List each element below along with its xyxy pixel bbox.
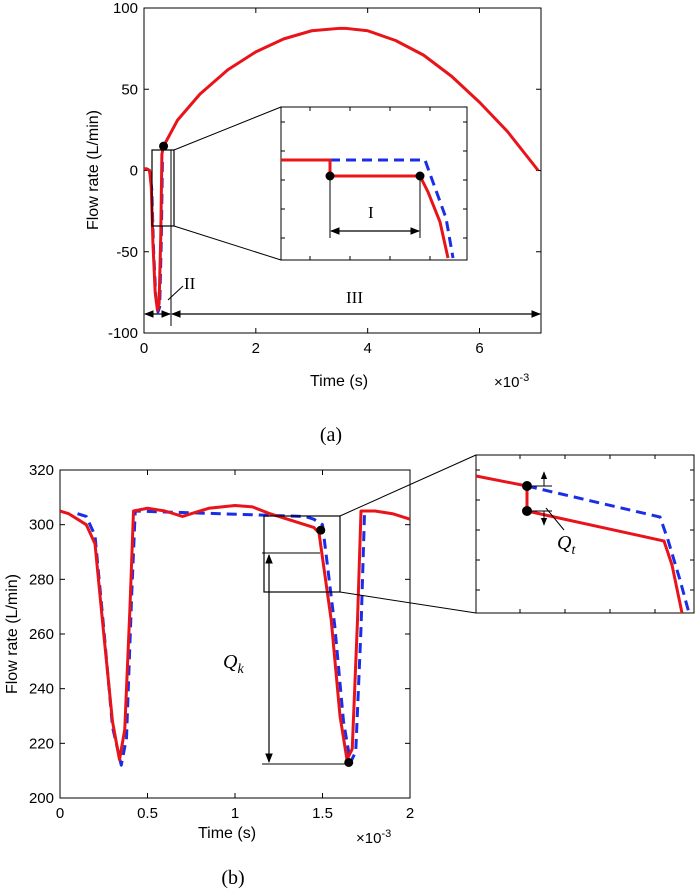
series-line-a-solid — [144, 26, 540, 312]
x-tick-label: 1 — [231, 805, 239, 822]
x-tick-label: 1.5 — [312, 805, 333, 822]
x-tick-label: 0 — [56, 805, 64, 822]
caption-a: (a) — [320, 424, 342, 446]
x-tick-label: 0.5 — [137, 805, 158, 822]
annotation-iii: III — [346, 288, 363, 307]
y-tick-label: 100 — [113, 0, 138, 17]
marker-point-a — [159, 141, 169, 151]
y-axis-label-a: Flow rate (L/min) — [85, 110, 102, 230]
leader-ii — [167, 285, 184, 301]
zoom-line-top-b — [339, 454, 477, 517]
panel-b: 0 0.5 1 1.5 2 320 300 280 260 240 220 200 Qk — [4, 454, 695, 889]
y-tick-label: -50 — [116, 244, 138, 261]
annotation-qk: Qk — [223, 651, 244, 677]
x-tick-label: 6 — [475, 340, 483, 357]
y-tick-label: 280 — [29, 571, 54, 588]
series-line-b-solid — [60, 504, 410, 762]
marker-point-b — [316, 525, 326, 535]
zoom-box-b — [263, 515, 341, 593]
x-tick-label: 4 — [363, 340, 371, 357]
y-tick-label: 50 — [121, 81, 138, 98]
y-tick-label: 0 — [130, 163, 138, 180]
x-tick-label: 0 — [140, 340, 148, 357]
y-tick-label: 260 — [29, 626, 54, 643]
y-tick-label: 320 — [29, 462, 54, 479]
x-tick-label: 2 — [252, 340, 260, 357]
annotation-ii: II — [184, 274, 196, 293]
y-tick-label: 300 — [29, 517, 54, 534]
zoom-box-a — [151, 149, 175, 227]
x-multiplier-a: ×10-3 — [494, 372, 529, 391]
annotation-i: I — [368, 203, 374, 222]
caption-b: (b) — [221, 867, 244, 889]
y-tick-label: 220 — [29, 735, 54, 752]
zoom-line-bottom-b — [339, 591, 477, 614]
y-tick-label: 240 — [29, 681, 54, 698]
y-tick-label: 200 — [29, 790, 54, 807]
inset-b-series-solid — [475, 474, 684, 614]
x-multiplier-b: ×10-3 — [356, 828, 391, 847]
inset-b: Qt — [475, 454, 695, 614]
x-tick-label: 2 — [406, 805, 414, 822]
x-axis-label-b: Time (s) — [198, 825, 256, 842]
inset-a: I — [280, 106, 468, 261]
inset-b-series-dashed — [526, 484, 691, 614]
marker-point-b — [344, 757, 354, 767]
leader-qt — [545, 507, 565, 531]
inset-a-series-dashed — [330, 158, 455, 259]
annotation-qt: Qt — [557, 532, 576, 558]
x-axis-label-a: Time (s) — [310, 373, 368, 390]
zoom-line-bottom-a — [173, 225, 282, 261]
y-tick-label: -100 — [108, 325, 138, 342]
zoom-line-top-a — [173, 106, 282, 151]
y-axis-label-b: Flow rate (L/min) — [4, 574, 21, 694]
panel-a: 0 2 4 6 100 50 0 -50 -100 — [85, 0, 542, 446]
